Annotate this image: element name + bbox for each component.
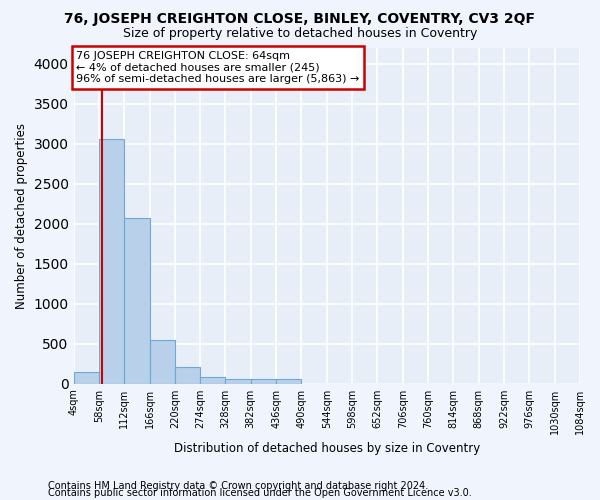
Bar [149, 340, 175, 384]
Text: 76, JOSEPH CREIGHTON CLOSE, BINLEY, COVENTRY, CV3 2QF: 76, JOSEPH CREIGHTON CLOSE, BINLEY, COVE… [65, 12, 536, 26]
Bar [175, 367, 200, 384]
Text: Contains public sector information licensed under the Open Government Licence v3: Contains public sector information licen… [48, 488, 472, 498]
Text: Size of property relative to detached houses in Coventry: Size of property relative to detached ho… [123, 28, 477, 40]
Bar [200, 377, 226, 384]
Text: Contains HM Land Registry data © Crown copyright and database right 2024.: Contains HM Land Registry data © Crown c… [48, 481, 428, 491]
X-axis label: Distribution of detached houses by size in Coventry: Distribution of detached houses by size … [173, 442, 480, 455]
Bar [74, 372, 99, 384]
Bar [276, 379, 301, 384]
Text: 76 JOSEPH CREIGHTON CLOSE: 64sqm
← 4% of detached houses are smaller (245)
96% o: 76 JOSEPH CREIGHTON CLOSE: 64sqm ← 4% of… [76, 51, 359, 84]
Bar [251, 379, 276, 384]
Bar [124, 218, 149, 384]
Bar [226, 379, 251, 384]
Bar [99, 138, 124, 384]
Y-axis label: Number of detached properties: Number of detached properties [15, 122, 28, 308]
